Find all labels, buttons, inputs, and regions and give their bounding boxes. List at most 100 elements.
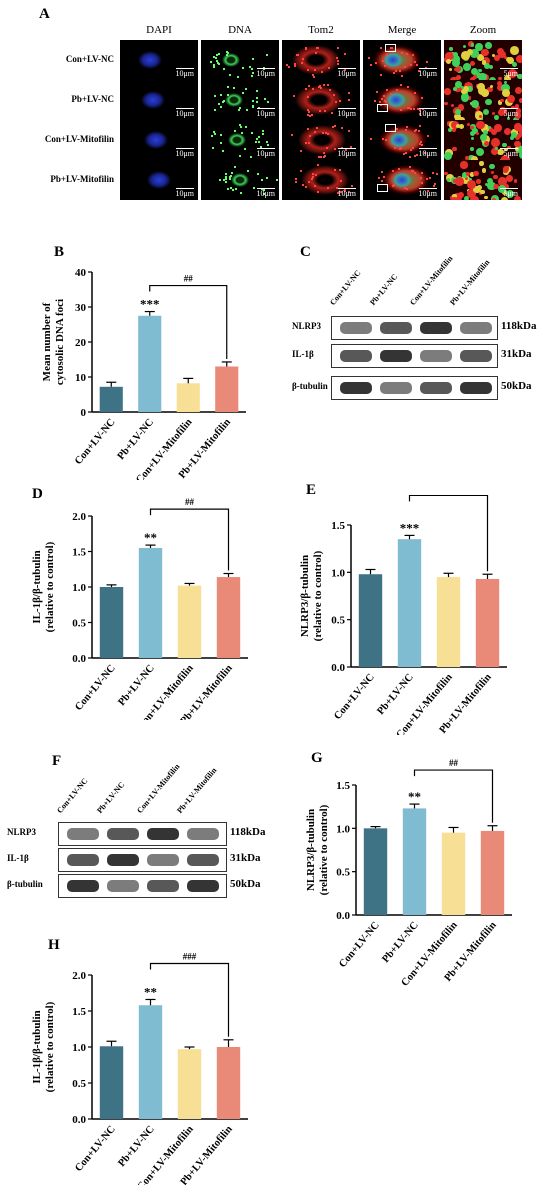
blot-band-name: NLRP3 bbox=[292, 321, 321, 331]
y-axis-label-line: Mean number of bbox=[41, 302, 53, 381]
y-tick-label: 1.5 bbox=[72, 1006, 86, 1018]
row-label: Con+LV-NC bbox=[65, 54, 114, 64]
bar bbox=[138, 1005, 163, 1119]
bar bbox=[358, 574, 383, 667]
y-axis-label: IL-1β/β-tubulin(relative to control) bbox=[31, 1001, 56, 1092]
scale-bar bbox=[176, 148, 194, 149]
blot-band bbox=[460, 322, 492, 334]
y-tick-label: 1.0 bbox=[331, 567, 345, 579]
significance-hash: ## bbox=[185, 497, 195, 507]
significance-star: *** bbox=[400, 520, 420, 535]
micrograph-dapi: 10μm bbox=[120, 40, 198, 80]
y-axis-label-line: IL-1β/β-tubulin bbox=[31, 550, 43, 623]
blot-band bbox=[340, 382, 372, 394]
y-tick-label: 0.0 bbox=[72, 1114, 86, 1126]
y-axis-label-line: cytosolic DNA foci bbox=[54, 299, 66, 385]
blot-kda-label: 50kDa bbox=[230, 878, 261, 890]
blot-band bbox=[460, 350, 492, 362]
micrograph-zoom: 5μm bbox=[444, 160, 522, 200]
scale-bar bbox=[419, 188, 437, 189]
scale-bar bbox=[176, 108, 194, 109]
scale-bar bbox=[257, 68, 275, 69]
scale-bar bbox=[338, 108, 356, 109]
row-label: Con+LV-Mitofilin bbox=[44, 134, 114, 144]
y-tick-label: 0.5 bbox=[72, 618, 86, 630]
chart-e: 0.0 0.5 1.0 1.5 NLRP3/β-tubulin(relative to … bbox=[299, 495, 507, 735]
zoom-region-box bbox=[377, 104, 388, 112]
bar bbox=[216, 577, 241, 658]
micrograph-dna: 10μm bbox=[201, 80, 279, 120]
y-tick-label: 1.0 bbox=[72, 582, 86, 594]
bar bbox=[480, 830, 505, 915]
comparison-bracket bbox=[149, 962, 230, 1037]
scale-label: 10μm bbox=[256, 189, 275, 198]
micrograph-merge: 10μm bbox=[363, 120, 441, 160]
blot-band-name: β-tubulin bbox=[7, 879, 43, 889]
blot-lane-label: Pb+LV-NC bbox=[368, 272, 400, 307]
bar bbox=[99, 386, 123, 412]
comparison-bracket bbox=[149, 508, 230, 571]
bar bbox=[177, 1049, 202, 1119]
y-tick-label: 0.5 bbox=[336, 867, 350, 879]
micrograph-tom2: 10μm bbox=[282, 80, 360, 120]
blot-kda-label: 118kDa bbox=[501, 320, 537, 332]
y-tick-label: 2.0 bbox=[72, 970, 86, 982]
scale-bar bbox=[257, 148, 275, 149]
scale-bar bbox=[500, 68, 518, 69]
scale-label: 10μm bbox=[418, 189, 437, 198]
scale-label: 10μm bbox=[256, 69, 275, 78]
x-tick-label: Con+LV-NC bbox=[332, 672, 377, 722]
scale-label: 5μm bbox=[503, 149, 518, 158]
panel-e-label: E bbox=[306, 482, 317, 498]
comparison-bracket bbox=[413, 769, 494, 823]
blot-band bbox=[67, 854, 99, 866]
scale-label: 10μm bbox=[337, 189, 356, 198]
blot-band bbox=[67, 828, 99, 840]
y-tick-label: 10 bbox=[75, 372, 87, 384]
blot-strip bbox=[58, 822, 227, 846]
bar bbox=[363, 828, 388, 915]
y-tick-label: 1.5 bbox=[72, 547, 86, 559]
y-tick-label: 0.5 bbox=[331, 615, 345, 627]
scale-label: 10μm bbox=[337, 69, 356, 78]
blot-band bbox=[107, 880, 139, 892]
blot-band bbox=[420, 382, 452, 394]
blot-band-name: IL-1β bbox=[7, 853, 29, 863]
blot-band bbox=[460, 382, 492, 394]
y-tick-label: 30 bbox=[75, 302, 87, 314]
y-axis-label: NLRP3/β-tubulin(relative to control) bbox=[299, 550, 324, 641]
significance-hash: ### bbox=[183, 951, 197, 961]
panel-a-label: A bbox=[39, 6, 50, 22]
micrograph-dna: 10μm bbox=[201, 160, 279, 200]
column-header-tom2: Tom2 bbox=[308, 24, 334, 36]
significance-hash: ## bbox=[449, 758, 459, 768]
micrograph-tom2: 10μm bbox=[282, 40, 360, 80]
y-tick-label: 1.0 bbox=[336, 823, 350, 835]
y-tick-label: 0.0 bbox=[336, 910, 350, 922]
y-tick-label: 0.0 bbox=[331, 662, 345, 674]
y-tick-label: 2.0 bbox=[72, 511, 86, 523]
x-tick-label: Pb+LV-NC bbox=[116, 417, 156, 462]
blot-lane-label: Pb+LV-Mitofilin bbox=[175, 765, 219, 815]
y-axis-label-line: IL-1β/β-tubulin bbox=[31, 1010, 43, 1083]
blot-band bbox=[147, 880, 179, 892]
blot-band-name: NLRP3 bbox=[7, 827, 36, 837]
blot-band bbox=[420, 322, 452, 334]
blot-kda-label: 31kDa bbox=[230, 852, 261, 864]
significance-star: ** bbox=[144, 530, 157, 545]
scale-bar bbox=[419, 148, 437, 149]
bar bbox=[215, 366, 239, 412]
blot-band bbox=[380, 350, 412, 362]
blot-band bbox=[147, 854, 179, 866]
micrograph-tom2: 10μm bbox=[282, 120, 360, 160]
micrograph-zoom: 5μm bbox=[444, 40, 522, 80]
y-axis-label: NLRP3/β-tubulin(relative to control) bbox=[305, 804, 330, 895]
scale-label: 10μm bbox=[337, 149, 356, 158]
blot-band bbox=[67, 880, 99, 892]
bar bbox=[402, 808, 427, 915]
panel-h-label: H bbox=[48, 937, 60, 953]
blot-band-name: β-tubulin bbox=[292, 381, 328, 391]
scale-bar bbox=[176, 68, 194, 69]
scale-label: 10μm bbox=[175, 189, 194, 198]
column-header-dapi: DAPI bbox=[146, 24, 172, 36]
